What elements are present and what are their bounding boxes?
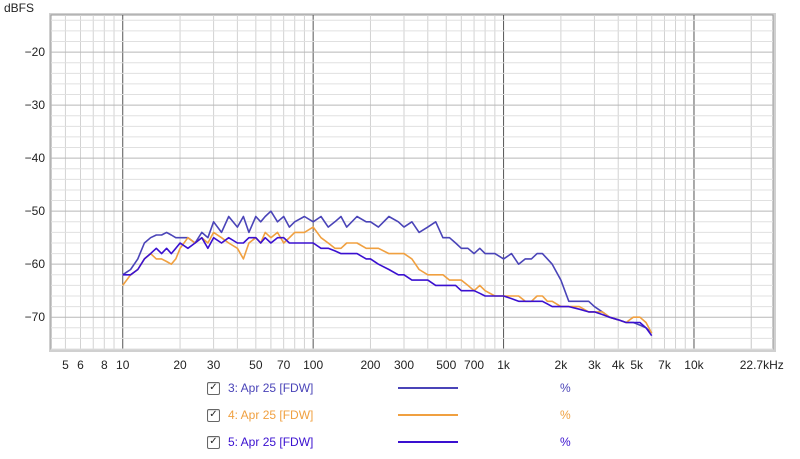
legend-value: % xyxy=(560,408,571,422)
x-tick-label: 300 xyxy=(394,358,414,372)
legend-entry: ✓ 5: Apr 25 [FDW]% xyxy=(207,432,571,452)
plot-area xyxy=(50,14,774,350)
y-tick-label: −50 xyxy=(25,204,46,218)
x-tick-label: 700 xyxy=(464,358,484,372)
x-tick-label: 10k xyxy=(684,358,704,372)
x-tick-label: 500 xyxy=(436,358,456,372)
legend-label: 4: Apr 25 [FDW] xyxy=(228,408,314,422)
y-tick-label: −40 xyxy=(25,151,46,165)
x-tick-label: 22.7kHz xyxy=(740,358,784,372)
legend-checkbox[interactable]: ✓ xyxy=(207,408,220,422)
x-tick-label: 5k xyxy=(630,358,644,372)
legend-value: % xyxy=(560,381,571,395)
x-tick-label: 8 xyxy=(101,358,108,372)
x-tick-label: 7k xyxy=(658,358,672,372)
x-tick-label: 1k xyxy=(497,358,511,372)
legend-checkbox[interactable]: ✓ xyxy=(207,435,220,449)
y-axis-ticks: −20 −30 −40 −50 −60 −70 xyxy=(25,45,46,324)
series-group xyxy=(122,210,653,337)
legend-checkbox[interactable]: ✓ xyxy=(207,381,220,395)
legend-swatch xyxy=(398,387,458,389)
x-tick-label: 2k xyxy=(555,358,569,372)
x-tick-label: 6 xyxy=(77,358,84,372)
x-tick-label: 4k xyxy=(612,358,626,372)
x-tick-label: 5 xyxy=(62,358,69,372)
y-tick-label: −30 xyxy=(25,98,46,112)
x-axis-ticks: 5 6 8 10 20 30 50 70 100 200 300 500 700 1k 2k 3k 4k 5k 7k… xyxy=(62,358,784,372)
x-tick-label: 200 xyxy=(360,358,380,372)
x-tick-label: 30 xyxy=(207,358,221,372)
y-axis-label: dBFS xyxy=(4,1,34,15)
legend-value: % xyxy=(560,435,571,449)
x-tick-label: 50 xyxy=(249,358,263,372)
y-tick-label: −20 xyxy=(25,45,46,59)
x-tick-label: 20 xyxy=(173,358,187,372)
y-tick-label: −70 xyxy=(25,310,46,324)
legend-entry: ✓ 3: Apr 25 [FDW]% xyxy=(207,378,571,398)
x-tick-label: 100 xyxy=(303,358,323,372)
legend-swatch xyxy=(398,441,458,443)
legend-label: 5: Apr 25 [FDW] xyxy=(228,435,314,449)
legend-entry: ✓ 4: Apr 25 [FDW]% xyxy=(207,405,571,425)
x-tick-label: 3k xyxy=(588,358,602,372)
y-tick-label: −60 xyxy=(25,257,46,271)
legend-swatch xyxy=(398,414,458,416)
legend-label: 3: Apr 25 [FDW] xyxy=(228,381,314,395)
series-line-5 xyxy=(122,236,653,337)
series-line-3 xyxy=(122,210,653,334)
x-tick-label: 70 xyxy=(277,358,291,372)
x-tick-label: 10 xyxy=(116,358,130,372)
